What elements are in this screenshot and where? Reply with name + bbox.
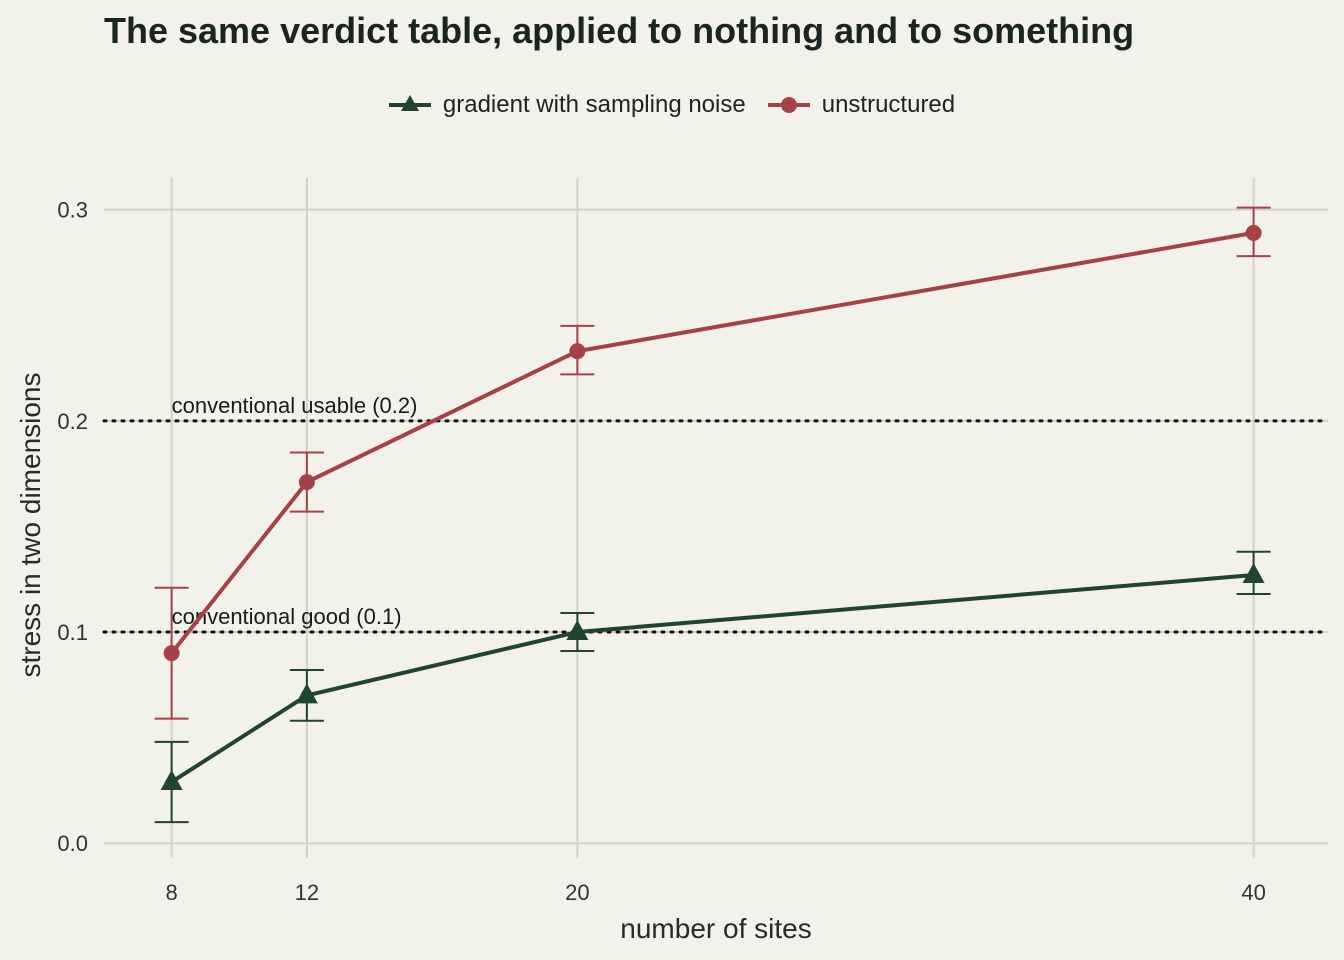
series-line — [170, 230, 1254, 655]
legend-item-unstructured: unstructured — [767, 90, 956, 120]
series-line — [170, 573, 1254, 784]
y-tick-label: 0.1 — [57, 620, 88, 645]
series — [154, 206, 1271, 824]
y-axis-title: stress in two dimensions — [15, 372, 46, 677]
data-point-triangle — [295, 683, 318, 704]
reference-line-label: conventional usable (0.2) — [172, 393, 418, 418]
legend-label-gradient: gradient with sampling noise — [442, 91, 746, 118]
circle-marker-icon — [767, 97, 810, 113]
y-tick-label: 0.0 — [57, 831, 88, 856]
legend-item-gradient: gradient with sampling noise — [388, 90, 746, 120]
data-point-triangle — [160, 769, 183, 790]
y-tick-label: 0.3 — [57, 198, 88, 223]
x-tick-label: 8 — [165, 880, 177, 905]
x-tick-label: 12 — [295, 880, 319, 905]
reference-lines: conventional usable (0.2) conventional go… — [102, 393, 1330, 634]
data-point-circle — [163, 645, 180, 662]
data-point-triangle — [566, 620, 589, 641]
legend-label-unstructured: unstructured — [821, 91, 956, 118]
data-point-circle — [298, 474, 315, 491]
reference-line-label: conventional good (0.1) — [172, 604, 402, 629]
x-tick-label: 20 — [565, 880, 589, 905]
x-axis-title: number of sites — [620, 913, 811, 944]
data-point-triangle — [1242, 563, 1265, 584]
ticks: 8 12 20 40 0.0 0.1 0.2 0.3 — [57, 198, 1265, 905]
data-point-circle — [569, 343, 586, 360]
triangle-marker-icon — [388, 95, 431, 111]
data-point-circle — [1245, 224, 1262, 241]
series-gradient — [154, 550, 1271, 824]
legend: gradient with sampling noise unstructure… — [0, 90, 1344, 120]
y-tick-label: 0.2 — [57, 409, 88, 434]
x-tick-label: 40 — [1241, 880, 1265, 905]
chart-title: The same verdict table, applied to nothi… — [104, 10, 1135, 51]
grid — [104, 178, 1328, 858]
series-unstructured — [154, 206, 1271, 720]
